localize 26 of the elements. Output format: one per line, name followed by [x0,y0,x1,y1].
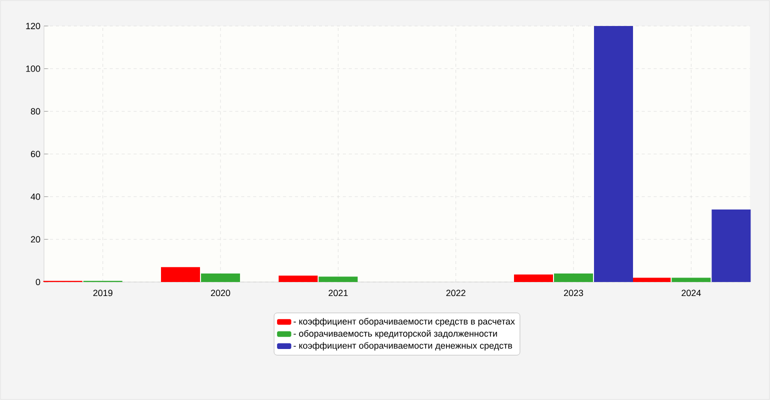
legend-label: - коэффициент оборачиваемости денежных средств [294,342,512,351]
y-tick-label: 0 [36,278,40,286]
x-tick-label: 2020 [210,290,230,296]
bar [514,274,554,282]
bar [278,276,318,282]
bar [161,267,200,282]
bar [712,209,751,282]
y-tick-label: 60 [30,150,40,158]
x-tick-label: 2019 [93,290,112,296]
x-tick-label: 2024 [682,290,701,296]
y-tick-label: 80 [30,108,40,115]
bar [318,276,358,282]
bar [201,273,240,282]
legend-label: - оборачиваемость кредиторской задолженности [294,330,497,338]
y-tick-label: 120 [26,22,40,30]
bar [594,26,634,282]
x-tick-label: 2022 [446,290,466,296]
bar [554,273,594,282]
y-tick-label: 20 [30,236,40,243]
x-tick-label: 2021 [328,290,348,296]
y-tick-label: 100 [26,65,40,72]
bar [672,278,711,282]
x-tick-label: 2023 [564,290,584,296]
legend-label: - коэффициент оборачиваемости средств в расчетах [294,318,515,326]
bar [632,278,671,282]
y-tick-label: 40 [30,193,40,200]
